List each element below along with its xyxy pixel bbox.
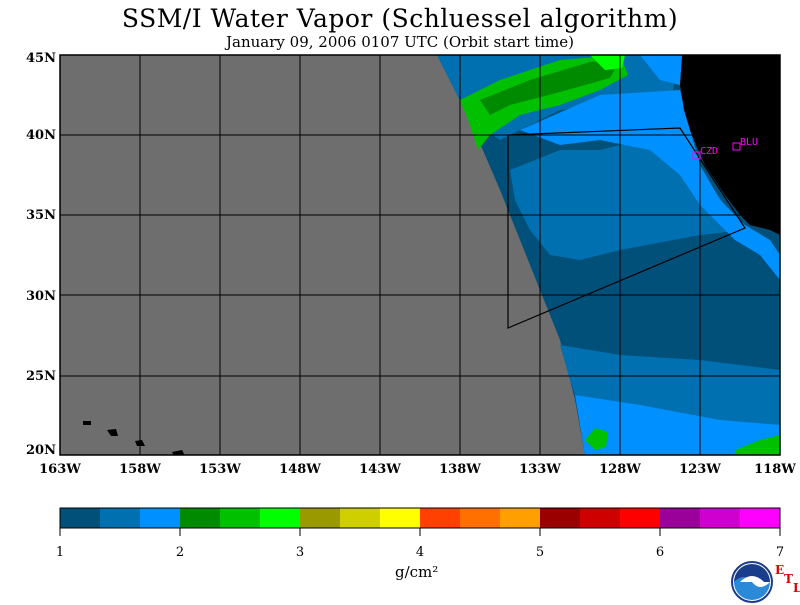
colorbar-segment xyxy=(540,508,581,528)
colorbar xyxy=(59,507,781,536)
lat-label: 20N xyxy=(26,443,56,458)
map-title: SSM/I Water Vapor (Schluessel algorithm) xyxy=(121,4,679,33)
colorbar-tick: 2 xyxy=(175,545,185,560)
colorbar-segment xyxy=(180,508,221,528)
colorbar-segment xyxy=(420,508,461,528)
station-blu-marker xyxy=(732,142,741,151)
colorbar-segment xyxy=(260,508,301,528)
colorbar-segment xyxy=(500,508,541,528)
swath-mid-south xyxy=(560,345,780,440)
lon-label: 148W xyxy=(279,462,321,477)
etl-logo-e: E xyxy=(775,563,785,577)
map-frame xyxy=(59,54,781,456)
lon-label: 128W xyxy=(599,462,641,477)
island-hawaii xyxy=(172,450,185,455)
colorbar-segment xyxy=(300,508,341,528)
colorbar-segment xyxy=(620,508,661,528)
map-subtitle: January 09, 2006 0107 UTC (Orbit start t… xyxy=(226,33,574,51)
colorbar-tick: 5 xyxy=(535,545,545,560)
colorbar-segment xyxy=(340,508,381,528)
colorbar-tick: 4 xyxy=(415,545,425,560)
lon-label: 143W xyxy=(359,462,401,477)
station-czd-marker xyxy=(692,151,701,160)
etl-logo-t: T xyxy=(784,572,793,586)
lon-label: 118W xyxy=(754,462,796,477)
colorbar-segment xyxy=(100,508,141,528)
island-kauai xyxy=(83,421,91,425)
lat-label: 35N xyxy=(26,208,56,223)
swath-lime-north xyxy=(590,55,625,70)
lon-label: 133W xyxy=(519,462,561,477)
colorbar-segment xyxy=(660,508,701,528)
swath-green-s xyxy=(585,428,608,450)
colorbar-tick: 3 xyxy=(295,545,305,560)
lat-label: 40N xyxy=(26,128,56,143)
colorbar-segment xyxy=(740,508,781,528)
station-label-blu: BLU xyxy=(740,137,759,148)
domain-outline xyxy=(507,127,746,329)
land-north-america xyxy=(680,55,780,235)
colorbar-segment xyxy=(380,508,421,528)
lat-label: 30N xyxy=(26,289,56,304)
colorbar-tick: 7 xyxy=(775,545,785,560)
lon-label: 158W xyxy=(119,462,161,477)
lat-label: 25N xyxy=(26,369,56,384)
swath-green-se xyxy=(735,435,780,455)
colorbar-segment xyxy=(140,508,181,528)
colorbar-segment xyxy=(220,508,261,528)
graticule xyxy=(60,55,780,455)
noaa-logo-icon xyxy=(731,561,773,603)
lon-label: 138W xyxy=(439,462,481,477)
colorbar-segment xyxy=(460,508,501,528)
swath-bright-band-1 xyxy=(520,90,780,280)
swath-dark-green xyxy=(480,60,620,115)
lon-label: 153W xyxy=(199,462,241,477)
colorbar-tick: 6 xyxy=(655,545,665,560)
colorbar-tick: 1 xyxy=(55,545,65,560)
swath-bright-south xyxy=(575,395,780,455)
island-oahu xyxy=(107,429,118,436)
lat-label: 45N xyxy=(26,51,56,66)
colorbar-segment xyxy=(580,508,621,528)
lon-label: 123W xyxy=(679,462,721,477)
colorbar-unit: g/cm² xyxy=(395,563,439,581)
lon-label: 163W xyxy=(39,462,81,477)
etl-logo-l: L xyxy=(793,581,800,595)
colorbar-segment xyxy=(700,508,741,528)
colorbar-segment xyxy=(60,508,101,528)
station-label-czd: CZD xyxy=(700,146,719,157)
